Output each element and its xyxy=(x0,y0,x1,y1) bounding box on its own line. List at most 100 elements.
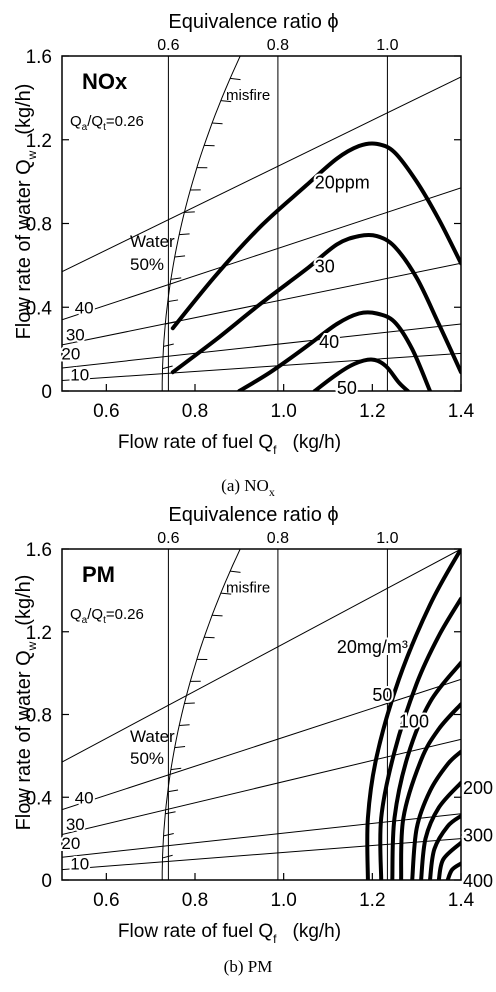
emission-contour xyxy=(436,840,461,880)
contour-label: 20mg/m³ xyxy=(337,637,408,657)
top-tick-label: 0.8 xyxy=(267,37,289,54)
x-tick-label: 1.4 xyxy=(448,890,475,911)
y-tick-label: 0.8 xyxy=(26,215,52,236)
text-span: a xyxy=(82,122,88,133)
top-axis-title: Equivalence ratio ϕ xyxy=(168,11,338,33)
misfire-hatch xyxy=(162,365,173,370)
emission-contour xyxy=(428,813,461,880)
misfire-hatch xyxy=(230,77,241,81)
misfire-hatch xyxy=(220,100,232,103)
text-span: x xyxy=(269,485,275,499)
emission-contour xyxy=(378,596,461,880)
top-tick-label: 1.0 xyxy=(376,530,398,547)
misfire-hatch xyxy=(179,724,190,727)
x-tick-label: 0.8 xyxy=(182,890,208,911)
y-tick-label: 0.4 xyxy=(26,298,53,319)
misfire-hatch xyxy=(174,746,186,749)
x-tick-label: 1.2 xyxy=(359,401,385,422)
text-span: w xyxy=(25,150,39,160)
plot-area xyxy=(62,549,461,880)
contour-label: 50 xyxy=(372,685,392,705)
misfire-hatch xyxy=(220,592,232,595)
text-span: w xyxy=(25,641,39,651)
text-span: t xyxy=(103,122,106,133)
water-label: Water xyxy=(130,232,175,251)
text-span: (kg/h) xyxy=(13,84,35,135)
y-tick-label: 1.6 xyxy=(26,47,52,68)
text-span: /Q xyxy=(87,606,103,623)
x-axis-label: Flow rate of fuel Qf (kg/h) xyxy=(118,432,341,457)
emission-contour xyxy=(237,310,432,391)
water-ratio-line xyxy=(62,76,461,273)
water-ratio-label: 40 xyxy=(75,298,94,317)
panel-label: PM xyxy=(82,562,115,587)
plot-area xyxy=(62,56,461,391)
misfire-boundary xyxy=(161,56,241,391)
y-tick-label: 1.6 xyxy=(26,540,52,561)
x-tick-label: 1.0 xyxy=(270,890,296,911)
y-tick-label: 0 xyxy=(41,382,52,403)
text-span: (kg/h) xyxy=(13,575,35,626)
text-span: /Q xyxy=(87,113,103,130)
top-tick-label: 0.6 xyxy=(157,37,179,54)
y-axis-label: Flow rate of water Qw (kg/h) xyxy=(13,84,39,340)
emission-contour xyxy=(170,141,461,331)
emission-contour xyxy=(399,702,461,880)
text-span: a xyxy=(82,615,88,626)
x-tick-label: 1.2 xyxy=(359,890,385,911)
x-axis-label: Flow rate of fuel Qf (kg/h) xyxy=(118,921,341,946)
misfire-label: misfire xyxy=(226,87,270,104)
water-ratio-label: 10 xyxy=(70,854,89,873)
ratio-label: Qa/Qt=0.26 xyxy=(70,606,144,626)
contour-label: 20ppm xyxy=(315,173,370,193)
emission-contour xyxy=(170,232,461,375)
text-span: (a) NO xyxy=(221,476,269,495)
x-tick-label: 0.8 xyxy=(182,401,208,422)
water-ratio-line xyxy=(62,352,461,382)
contour-label: 30 xyxy=(315,256,335,276)
text-span: Q xyxy=(70,606,82,623)
misfire-hatch xyxy=(162,854,173,859)
misfire-hatch xyxy=(167,299,179,303)
contour-label: 50 xyxy=(337,378,357,398)
y-tick-label: 1.2 xyxy=(26,623,52,644)
ratio-label: Qa/Qt=0.26 xyxy=(70,113,144,133)
text-span: Flow rate of fuel Q xyxy=(118,921,273,942)
emission-contour xyxy=(419,780,461,880)
misfire-hatch xyxy=(179,233,190,236)
text-span: t xyxy=(103,615,106,626)
water-ratio-label: 30 xyxy=(66,815,85,834)
panel-label: NOx xyxy=(82,69,128,94)
emission-contour xyxy=(365,549,461,880)
y-tick-label: 0 xyxy=(41,871,52,892)
misfire-hatch xyxy=(230,570,241,573)
misfire-label: misfire xyxy=(226,579,270,596)
text-span: (kg/h) xyxy=(293,432,342,453)
text-span: (kg/h) xyxy=(293,921,342,942)
water-ratio-label: 40 xyxy=(75,788,94,807)
water-ratio-line xyxy=(62,187,461,321)
x-tick-label: 1.4 xyxy=(448,401,475,422)
panel-caption: (a) NOx xyxy=(221,476,275,499)
water-ratio-line xyxy=(62,678,461,811)
misfire-hatch xyxy=(163,343,174,347)
contour-label: 300 xyxy=(463,825,493,845)
emission-contour xyxy=(410,749,461,880)
water-ratio-label: 30 xyxy=(66,325,85,344)
text-span: Q xyxy=(70,113,82,130)
panel-caption: (b) PM xyxy=(224,957,273,976)
contour-label: 400 xyxy=(463,871,493,891)
top-axis-title: Equivalence ratio ϕ xyxy=(168,504,338,526)
water-percent-label: 50% xyxy=(130,749,164,768)
text-span: f xyxy=(273,932,277,946)
text-span: Flow rate of water Q xyxy=(13,159,35,339)
contour-label: 40 xyxy=(319,332,339,352)
x-tick-label: 0.6 xyxy=(93,401,119,422)
text-span: f xyxy=(273,443,277,457)
y-axis-label: Flow rate of water Qw (kg/h) xyxy=(13,575,39,831)
misfire-hatch xyxy=(170,277,182,280)
emission-contour xyxy=(445,861,461,880)
misfire-hatch xyxy=(174,255,186,258)
chart-panel-pm: 0.6 0.8 1.0 1.2 1.4 0 0.4 0.8 1.2 1.6 0.6 0.8 1.0 Equ… xyxy=(13,504,495,976)
text-span: =0.26 xyxy=(106,113,144,130)
